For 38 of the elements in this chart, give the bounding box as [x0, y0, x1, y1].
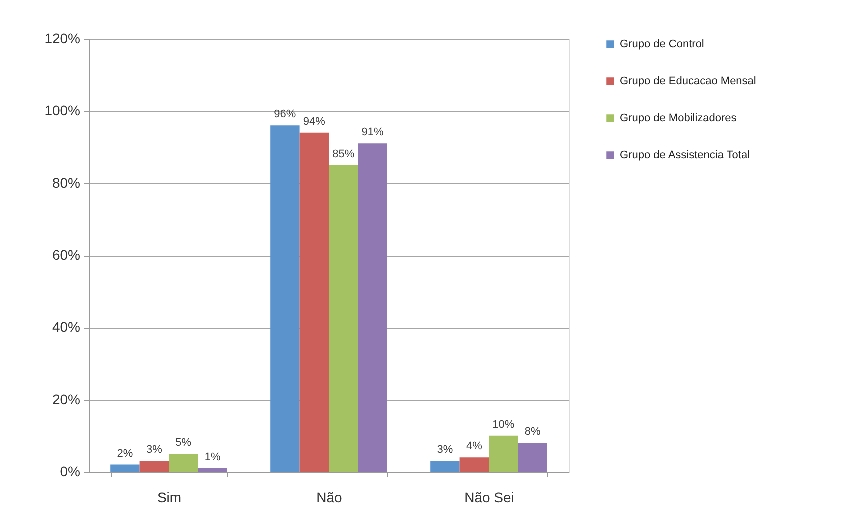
bar	[169, 454, 198, 472]
bar	[358, 144, 388, 472]
x-tick-label: Sim	[157, 490, 182, 506]
legend-label: Grupo de Educacao Mensal	[620, 76, 756, 88]
data-label: 91%	[362, 126, 384, 139]
legend-label: Grupo de Mobilizadores	[620, 112, 738, 124]
y-tick-label: 120%	[44, 30, 80, 46]
legend-label: Grupo de Assistencia Total	[620, 150, 750, 162]
bar	[460, 458, 489, 472]
y-tick-label: 60%	[52, 247, 80, 263]
data-label: 3%	[146, 444, 163, 456]
bar	[489, 436, 518, 472]
data-label: 4%	[466, 440, 483, 453]
data-label: 94%	[303, 116, 326, 128]
x-tick-label: Não	[316, 490, 343, 506]
data-label: 85%	[332, 148, 355, 160]
data-label: 3%	[437, 444, 454, 456]
bar	[270, 126, 300, 472]
data-label: 1%	[204, 451, 221, 464]
legend-label: Grupo de Control	[620, 38, 704, 50]
y-tick-label: 100%	[44, 102, 80, 119]
y-tick-label: 80%	[52, 174, 80, 191]
data-label: 10%	[492, 418, 515, 431]
data-label: 5%	[176, 436, 192, 449]
bar	[430, 461, 460, 472]
bar	[518, 443, 548, 472]
y-tick-label: 0%	[60, 464, 80, 480]
bar	[110, 464, 140, 472]
bar	[140, 461, 169, 472]
data-label: 2%	[117, 448, 134, 460]
data-label: 96%	[274, 108, 296, 121]
bar	[329, 165, 358, 472]
bar	[300, 132, 329, 472]
data-label: 8%	[524, 426, 541, 438]
x-tick-label: Não Sei	[464, 490, 514, 506]
y-tick-label: 40%	[52, 319, 80, 336]
bar	[198, 468, 228, 472]
y-tick-label: 20%	[52, 391, 80, 408]
